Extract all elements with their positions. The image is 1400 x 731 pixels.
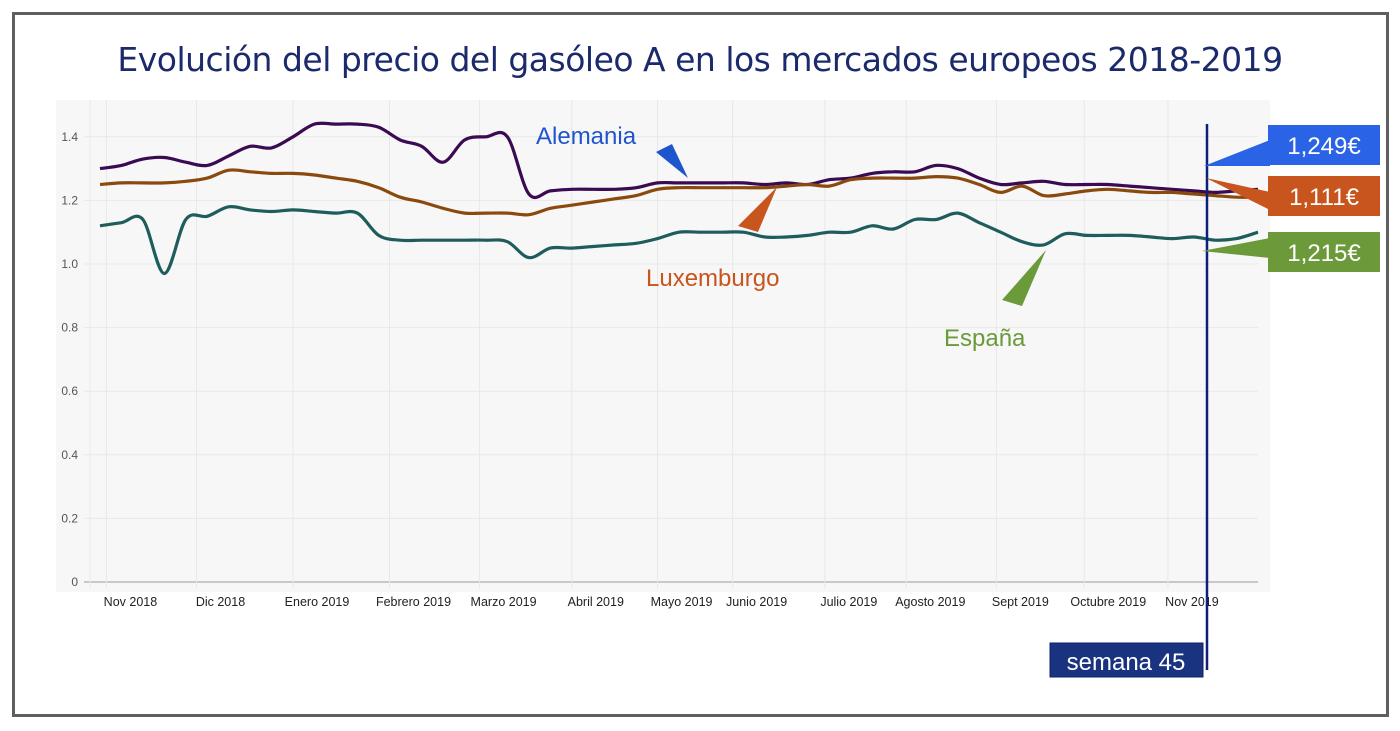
value-badge (1268, 232, 1380, 272)
badge-callout (1202, 238, 1270, 258)
x-tick-label: Abril 2019 (568, 595, 624, 609)
y-tick-label: 0.8 (61, 321, 78, 335)
y-tick-label: 0.4 (61, 448, 78, 462)
week-label: semana 45 (1067, 649, 1186, 676)
series-line-luxemburgo (99, 168, 1259, 217)
x-tick-label: Agosto 2019 (895, 595, 965, 609)
y-tick-label: 0 (71, 575, 78, 589)
value-badge-text: 1,215€ (1287, 240, 1361, 267)
chart-title: Evolución del precio del gasóleo A en lo… (117, 40, 1283, 79)
pointer-triangle-icon (738, 187, 777, 232)
y-tick-label: 1.0 (61, 257, 78, 271)
value-badge-text: 1,249€ (1287, 133, 1361, 160)
x-tick-label: Junio 2019 (726, 595, 787, 609)
series-line-alemania (99, 121, 1259, 200)
x-tick-label: Febrero 2019 (376, 595, 451, 609)
x-tick-label: Mayo 2019 (651, 595, 713, 609)
x-tick-label: Enero 2019 (285, 595, 350, 609)
y-tick-label: 1.2 (61, 193, 78, 207)
y-tick-label: 0.6 (61, 384, 78, 398)
series-label-1: Luxemburgo (646, 265, 779, 292)
series-label-2: España (944, 325, 1026, 352)
x-tick-label: Marzo 2019 (471, 595, 537, 609)
value-badge-text: 1,111€ (1289, 184, 1359, 211)
value-badge (1268, 176, 1380, 216)
series-line-espana (99, 204, 1259, 276)
y-tick-label: 0.2 (61, 511, 78, 525)
pointer-triangle-icon (656, 144, 688, 178)
grid (84, 100, 1258, 588)
x-tick-label: Nov 2019 (1165, 595, 1219, 609)
annotations: Alemania Luxemburgo España semana 45 1,249€ 1… (536, 123, 1380, 678)
x-tick-label: Dic 2018 (196, 595, 245, 609)
pointer-triangle-icon (1002, 250, 1046, 306)
series-label-0: Alemania (536, 123, 637, 150)
week-label-box (1049, 642, 1204, 678)
series-lines (99, 121, 1259, 276)
x-tick-label: Sept 2019 (992, 595, 1049, 609)
x-tick-label: Nov 2018 (104, 595, 158, 609)
x-tick-label: Julio 2019 (820, 595, 877, 609)
x-axis: Nov 2018 Dic 2018 Enero 2019 Febrero 2019 Ma… (104, 595, 1219, 609)
value-badge (1268, 125, 1380, 165)
badge-callout (1204, 140, 1270, 166)
y-tick-label: 1.4 (61, 130, 78, 144)
badge-callout (1206, 178, 1270, 210)
x-tick-label: Octubre 2019 (1070, 595, 1146, 609)
y-axis: 0 0.2 0.4 0.6 0.8 1.0 1.2 1.4 (61, 130, 78, 589)
